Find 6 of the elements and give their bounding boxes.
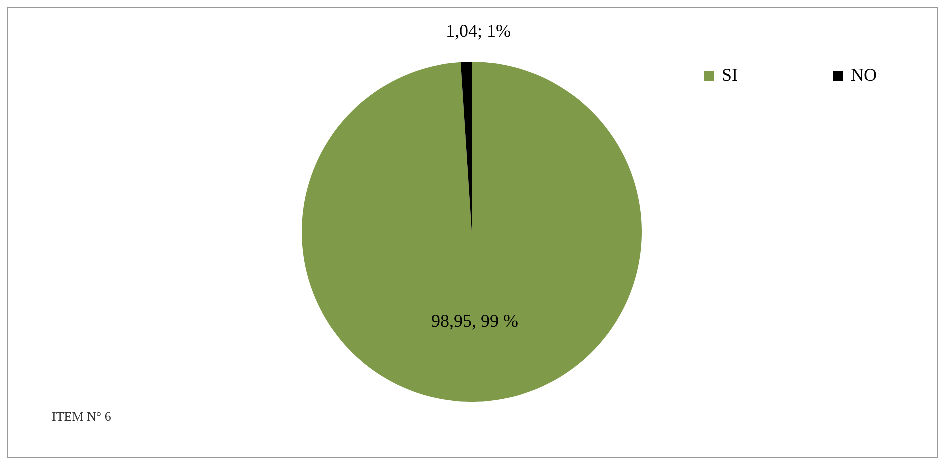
legend-label: SI — [722, 65, 738, 85]
pie-slice — [302, 62, 642, 402]
text: ITEM N° 6 — [52, 409, 112, 424]
legend-label: NO — [851, 65, 877, 85]
data-label: 98,95, 99 % — [431, 310, 518, 331]
data-label: 1,04; 1% — [446, 21, 512, 42]
